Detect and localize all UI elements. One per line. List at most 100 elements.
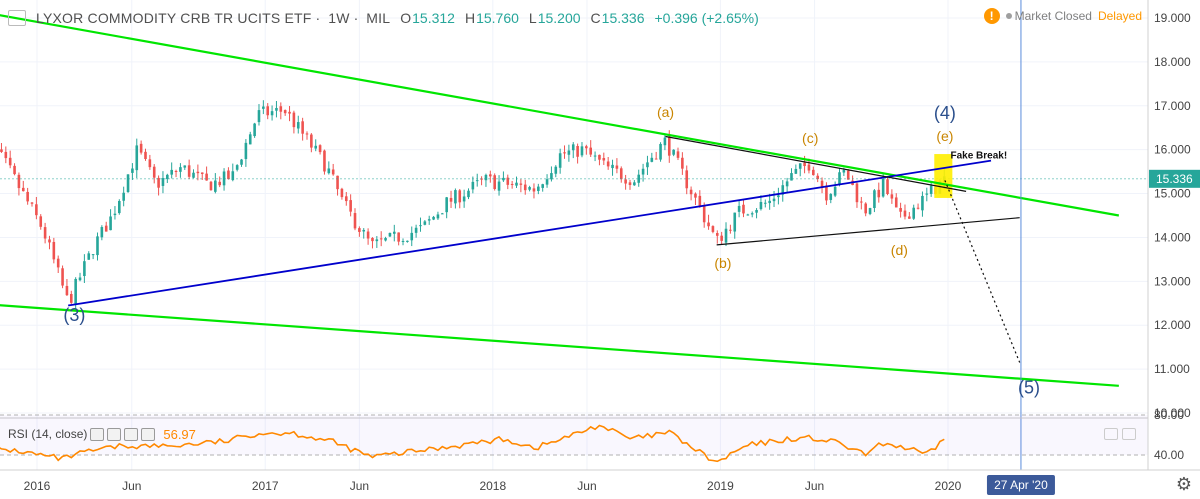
low-value: 15.200 xyxy=(537,10,581,26)
candle-down xyxy=(8,157,12,166)
pane-up-icon[interactable] xyxy=(1104,428,1118,440)
eye-icon[interactable] xyxy=(90,427,105,441)
candle-up xyxy=(462,196,466,202)
time-tick-label: 2016 xyxy=(24,479,51,493)
candle-up xyxy=(777,195,780,198)
low-label: L xyxy=(528,10,537,26)
rsi-pane xyxy=(0,414,1200,463)
candle-down xyxy=(877,189,881,198)
close-label: C xyxy=(590,10,601,26)
candle-down xyxy=(0,149,3,152)
rsi-band xyxy=(0,415,1148,455)
price-tick-label: 15.000 xyxy=(1154,187,1191,201)
candle-up xyxy=(179,167,182,172)
symbol-name[interactable]: LYXOR COMMODITY CRB TR UCITS ETF xyxy=(36,10,312,26)
candle-down xyxy=(30,202,34,204)
high-value: 15.760 xyxy=(476,10,519,26)
candle-up xyxy=(868,208,872,214)
candle-down xyxy=(628,182,632,186)
candle-down xyxy=(397,232,400,242)
candle-down xyxy=(336,175,339,190)
candle-up xyxy=(502,177,505,181)
rsi-title[interactable]: RSI (14, close) xyxy=(8,427,88,441)
candle-down xyxy=(379,238,383,240)
candle-up xyxy=(790,173,793,181)
candle-down xyxy=(288,111,291,114)
candle-up xyxy=(392,231,396,234)
price-tick-label: 11.000 xyxy=(1154,362,1190,376)
candle-up xyxy=(755,209,758,213)
candle-up xyxy=(659,143,662,160)
candle-up xyxy=(327,168,331,174)
candle-down xyxy=(602,157,606,161)
price-tick-label: 14.000 xyxy=(1154,230,1191,244)
candle-down xyxy=(340,188,344,198)
time-tick-label: Jun xyxy=(350,479,369,493)
candle-down xyxy=(200,172,204,174)
blue-trendline-line xyxy=(68,159,992,307)
candle-up xyxy=(545,179,549,185)
candle-down xyxy=(43,227,47,239)
pane-maximize-icon[interactable] xyxy=(1122,428,1136,440)
candle-up xyxy=(192,172,195,178)
candle-up xyxy=(83,261,86,277)
more-icon[interactable] xyxy=(141,427,156,441)
candle-down xyxy=(209,181,213,191)
candle-up xyxy=(537,186,540,191)
candle-up xyxy=(183,165,187,168)
candle-down xyxy=(519,183,523,185)
candle-down xyxy=(506,177,510,185)
candle-up xyxy=(231,171,235,181)
annotations: (3) (a) (b) (c) (d) (e) (4) (5) Fake Break! xyxy=(63,103,1040,397)
drawn-lines xyxy=(0,0,1148,470)
time-tick-label: Jun xyxy=(805,479,824,493)
candle-up xyxy=(672,149,675,155)
candle-up xyxy=(912,207,916,219)
candle-down xyxy=(349,200,352,212)
candle-down xyxy=(489,174,492,177)
candle-down xyxy=(283,110,287,114)
candle-up xyxy=(74,278,77,305)
candle-up xyxy=(724,228,728,243)
candle-up xyxy=(423,221,427,225)
interval-label[interactable]: 1W xyxy=(328,10,350,26)
warning-icon[interactable]: ! xyxy=(983,8,1000,24)
wave-label: Fake Break! xyxy=(950,150,1007,161)
candle-down xyxy=(585,146,588,149)
candle-up xyxy=(580,146,584,156)
candle-up xyxy=(270,111,274,116)
candle-up xyxy=(296,122,300,129)
candle-down xyxy=(563,152,566,154)
candle-up xyxy=(750,213,754,215)
candle-down xyxy=(864,203,867,214)
candle-down xyxy=(654,158,658,160)
candle-up xyxy=(375,239,379,242)
candle-down xyxy=(144,151,147,160)
wave-label: (3) xyxy=(63,305,85,325)
close-value: 15.336 xyxy=(601,10,645,26)
candle-up xyxy=(798,163,802,169)
close-icon[interactable] xyxy=(124,427,139,441)
candle-up xyxy=(467,190,470,198)
candle-down xyxy=(681,157,684,169)
rsi-legend: RSI (14, close) 56.97 xyxy=(8,425,196,443)
candle-up xyxy=(388,232,392,237)
candle-up xyxy=(235,165,239,170)
candle-down xyxy=(310,134,313,148)
candle-up xyxy=(833,186,837,196)
candle-up xyxy=(484,174,488,181)
symbol-logo-icon xyxy=(8,10,26,26)
symbol-legend: LYXOR COMMODITY CRB TR UCITS ETF · 1W · … xyxy=(8,6,759,30)
candle-up xyxy=(646,162,649,168)
candle-down xyxy=(218,181,221,186)
settings-icon[interactable] xyxy=(107,427,122,441)
candle-down xyxy=(707,222,710,227)
candle-up xyxy=(929,185,933,194)
candle-down xyxy=(344,196,348,202)
gear-icon[interactable]: ⚙ xyxy=(1175,474,1192,494)
high-label: H xyxy=(464,10,476,26)
candle-down xyxy=(266,106,270,116)
candle-down xyxy=(318,145,322,153)
wave-label: (c) xyxy=(802,130,818,146)
